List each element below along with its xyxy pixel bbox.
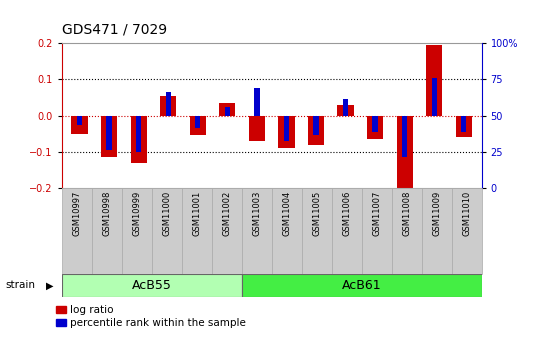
Bar — [313, 116, 318, 136]
Bar — [397, 116, 413, 195]
Text: strain: strain — [5, 280, 36, 290]
Bar — [343, 99, 348, 116]
Bar — [367, 116, 383, 139]
Text: GSM11003: GSM11003 — [252, 190, 261, 236]
Text: GSM10998: GSM10998 — [102, 190, 111, 236]
Text: GSM11006: GSM11006 — [342, 190, 351, 236]
Bar — [195, 116, 201, 128]
Bar — [107, 116, 112, 150]
Bar — [461, 116, 466, 132]
Text: GSM11004: GSM11004 — [282, 190, 291, 236]
Bar — [101, 116, 117, 157]
Bar — [431, 78, 437, 116]
Bar — [160, 96, 176, 116]
Bar — [131, 116, 147, 162]
Legend: log ratio, percentile rank within the sample: log ratio, percentile rank within the sa… — [56, 305, 246, 328]
Bar — [72, 116, 88, 134]
Bar — [362, 188, 392, 274]
Bar — [392, 188, 422, 274]
Bar — [284, 116, 289, 141]
Bar — [422, 188, 451, 274]
Text: AcB61: AcB61 — [342, 279, 381, 292]
Bar — [220, 103, 236, 116]
Text: GSM11002: GSM11002 — [222, 190, 231, 236]
Bar — [166, 92, 171, 116]
Bar — [249, 116, 265, 141]
Bar — [212, 188, 242, 274]
Text: GSM11007: GSM11007 — [372, 190, 381, 236]
Bar — [152, 188, 182, 274]
Bar — [372, 116, 378, 132]
Bar — [225, 107, 230, 116]
Text: ▶: ▶ — [46, 280, 53, 290]
Text: GSM11005: GSM11005 — [312, 190, 321, 236]
Text: GDS471 / 7029: GDS471 / 7029 — [62, 22, 167, 36]
Text: GSM11009: GSM11009 — [432, 190, 441, 236]
Text: GSM11001: GSM11001 — [192, 190, 201, 236]
Bar — [122, 188, 152, 274]
Bar — [337, 105, 353, 116]
Bar — [62, 274, 242, 297]
Text: GSM10999: GSM10999 — [132, 190, 141, 236]
Bar — [308, 116, 324, 145]
Bar — [182, 188, 212, 274]
Bar — [456, 116, 472, 137]
Bar — [190, 116, 206, 136]
Bar — [62, 188, 92, 274]
Bar — [272, 188, 302, 274]
Bar — [426, 45, 442, 116]
Text: AcB55: AcB55 — [132, 279, 172, 292]
Bar — [278, 116, 295, 148]
Bar — [451, 188, 482, 274]
Bar — [302, 188, 331, 274]
Bar — [77, 116, 82, 125]
Bar — [402, 116, 407, 157]
Text: GSM11010: GSM11010 — [462, 190, 471, 236]
Bar — [92, 188, 122, 274]
Bar — [242, 188, 272, 274]
Text: GSM11000: GSM11000 — [162, 190, 171, 236]
Text: GSM10997: GSM10997 — [72, 190, 81, 236]
Bar — [136, 116, 141, 152]
Text: GSM11008: GSM11008 — [402, 190, 411, 236]
Bar — [254, 88, 259, 116]
Bar — [331, 188, 362, 274]
Bar — [242, 274, 482, 297]
